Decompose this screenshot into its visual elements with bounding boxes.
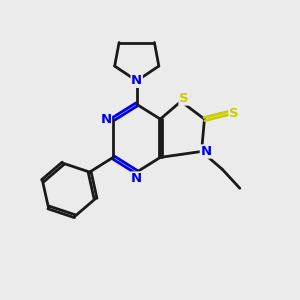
Text: N: N <box>100 112 111 126</box>
Text: N: N <box>200 145 211 158</box>
Text: S: S <box>179 92 189 105</box>
Text: N: N <box>131 74 142 87</box>
Text: S: S <box>229 107 239 120</box>
Text: N: N <box>131 172 142 185</box>
